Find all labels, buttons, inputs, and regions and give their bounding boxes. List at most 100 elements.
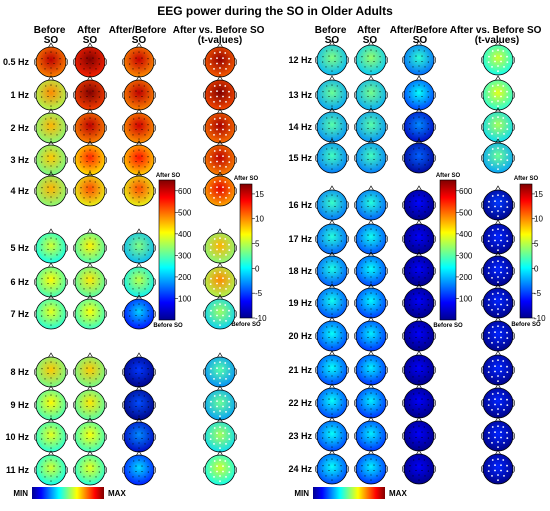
head-nose — [47, 171, 55, 178]
electrode-dot — [98, 315, 100, 317]
electrode-dot — [98, 466, 100, 468]
head-disc — [123, 454, 155, 486]
electrode-dot — [340, 399, 342, 401]
electrode-dot — [80, 129, 82, 131]
head-disc — [35, 112, 67, 144]
colorbar-tick-label: 100 — [178, 294, 192, 303]
electrode-dot — [415, 60, 417, 63]
head-disc — [123, 112, 155, 144]
head-nose — [135, 450, 143, 457]
head-nose — [494, 283, 502, 290]
electrode-dot — [494, 403, 496, 406]
electrode-dot — [418, 210, 420, 212]
electrode-dot — [494, 370, 496, 373]
tvalue-topomap — [481, 40, 515, 76]
electrode-dot — [41, 315, 43, 317]
electrode-dot — [86, 191, 88, 194]
electrode-dot — [370, 325, 372, 327]
electrode-dot — [59, 406, 61, 408]
electrode-dot — [89, 196, 91, 198]
electrode-dot — [497, 194, 499, 197]
ratio-topomap — [122, 171, 156, 207]
electrode-dot — [80, 283, 82, 285]
electrode-dot — [47, 432, 49, 434]
electrode-dot — [129, 156, 131, 158]
electrode-dot — [147, 310, 149, 312]
electrode-dot — [336, 393, 338, 395]
before-topomap — [315, 416, 349, 452]
electrode-dot — [89, 138, 91, 140]
electrode-dot — [47, 437, 49, 440]
ratio-topomap — [402, 350, 436, 386]
electrode-dot — [365, 360, 367, 362]
electrode-dot — [41, 466, 43, 468]
electrode-dot — [336, 229, 338, 231]
electrode-dot — [98, 91, 100, 93]
electrode-dot — [497, 325, 499, 327]
electrode-dot — [138, 117, 140, 119]
head-disc — [403, 189, 435, 221]
head-disc — [35, 389, 67, 421]
electrode-dot — [334, 431, 336, 433]
head-nose — [367, 107, 375, 114]
electrode-dot — [418, 49, 420, 51]
electrode-dot — [138, 51, 140, 53]
electrode-dot — [373, 239, 375, 242]
electrode-dot — [80, 156, 82, 158]
electrode-dot — [365, 117, 367, 119]
electrode-dot — [497, 413, 499, 415]
electrode-dot — [135, 57, 137, 59]
electrode-dot — [209, 373, 212, 375]
electrode-dot — [98, 310, 100, 312]
electrode-dot — [45, 272, 47, 274]
electrode-dot — [367, 370, 369, 373]
electrode-dot — [92, 282, 94, 285]
electrode-dot — [92, 470, 94, 473]
electrode-dot — [328, 234, 330, 236]
electrode-dot — [506, 298, 508, 301]
colorbar-tick-label: -10 — [255, 314, 267, 323]
electrode-dot — [491, 245, 493, 247]
electrode-dot — [497, 168, 499, 171]
electrode-dot — [219, 237, 221, 240]
electrode-dot — [210, 400, 212, 403]
electrode-dot — [375, 117, 377, 119]
electrode-dot — [94, 460, 96, 462]
electrode-dot — [361, 432, 363, 434]
electrode-dot — [219, 394, 221, 396]
electrode-dot — [135, 405, 137, 408]
electrode-dot — [47, 123, 49, 125]
electrode-dot — [331, 116, 333, 118]
electrode-dot — [50, 201, 52, 203]
electrode-dot — [365, 393, 367, 395]
electrode-dot — [209, 471, 212, 473]
electrode-dot — [331, 308, 333, 310]
head-disc — [123, 46, 155, 78]
electrode-dot — [331, 413, 333, 415]
before-topomap — [34, 42, 68, 78]
head-disc — [35, 79, 67, 111]
electrode-dot — [45, 395, 47, 397]
electrode-dot — [418, 84, 420, 86]
electrode-dot — [331, 65, 333, 67]
electrode-dot — [427, 91, 429, 93]
head-disc — [204, 46, 236, 78]
electrode-dot — [373, 122, 375, 124]
electrode-dot — [379, 128, 381, 130]
electrode-dot — [365, 293, 367, 295]
electrode-dot — [219, 426, 221, 428]
head-disc — [35, 144, 67, 176]
head-disc — [316, 111, 348, 143]
electrode-dot — [213, 118, 216, 120]
head-nose — [47, 108, 55, 115]
electrode-dot — [225, 411, 227, 413]
electrode-dot — [328, 403, 330, 406]
electrode-dot — [89, 72, 91, 74]
electrode-dot — [487, 240, 490, 243]
electrode-dot — [488, 266, 490, 269]
electrode-dot — [328, 60, 330, 63]
after-topomap — [354, 383, 388, 419]
head-disc — [482, 111, 514, 143]
electrode-dot — [427, 128, 429, 130]
